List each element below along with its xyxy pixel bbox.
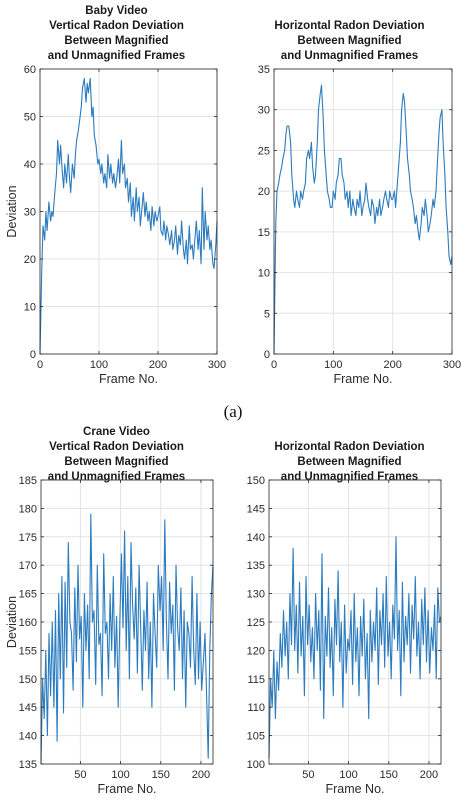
y-tick-label: 105 <box>247 731 265 743</box>
figure-caption: (a) <box>223 402 243 421</box>
x-tick-label: 100 <box>90 359 108 371</box>
series-line <box>268 536 442 759</box>
y-tick-label: 20 <box>24 254 36 266</box>
chart-title: Horizontal Radon Deviation Between Magni… <box>233 19 466 64</box>
series-line <box>39 77 218 355</box>
y-tick-label: 140 <box>19 731 37 743</box>
y-tick-label: 145 <box>247 503 265 515</box>
x-tick-label: 50 <box>74 769 86 781</box>
x-axis-label: Frame No. <box>97 782 156 796</box>
x-tick-label: 150 <box>380 769 398 781</box>
y-axis-label: Deviation <box>5 596 19 648</box>
x-tick-label: 0 <box>37 359 43 371</box>
chart-title-line: Between Magnified <box>64 35 169 47</box>
y-tick-label: 120 <box>247 645 265 657</box>
y-tick-label: 145 <box>19 702 37 714</box>
y-tick-label: 35 <box>258 64 270 76</box>
y-tick-label: 115 <box>247 674 265 686</box>
baby-horizontal-chart: Horizontal Radon Deviation Between Magni… <box>233 0 466 400</box>
y-tick-label: 185 <box>19 475 37 487</box>
chart-title-line: Between Magnified <box>297 456 402 468</box>
chart-title: Crane Video Vertical Radon Deviation Bet… <box>0 425 233 485</box>
plot-frame <box>273 68 453 355</box>
x-tick-label: 100 <box>111 769 129 781</box>
y-tick-label: 10 <box>258 268 270 280</box>
x-tick-label: 200 <box>420 769 438 781</box>
chart-title-line: Baby Video <box>85 5 148 17</box>
x-tick-label: 300 <box>208 359 226 371</box>
x-axis-label: Frame No. <box>333 372 392 386</box>
y-tick-label: 155 <box>19 645 37 657</box>
y-tick-label: 150 <box>19 674 37 686</box>
y-tick-label: 160 <box>19 617 37 629</box>
y-tick-label: 5 <box>264 308 270 320</box>
chart-title-line: Vertical Radon Deviation <box>49 20 184 32</box>
series-line <box>273 84 453 355</box>
y-tick-label: 100 <box>247 759 265 771</box>
chart-title: Baby Video Vertical Radon Deviation Betw… <box>0 4 233 64</box>
y-tick-label: 60 <box>24 64 36 76</box>
y-tick-label: 30 <box>24 207 36 219</box>
chart-title-line: Between Magnified <box>297 35 402 47</box>
y-tick-label: 180 <box>19 503 37 515</box>
y-tick-label: 20 <box>258 186 270 198</box>
baby-vertical-chart: Baby Video Vertical Radon Deviation Betw… <box>0 0 233 400</box>
x-tick-label: 200 <box>149 359 167 371</box>
y-tick-label: 50 <box>24 112 36 124</box>
y-axis-label: Deviation <box>5 185 19 237</box>
x-axis-label: Frame No. <box>99 372 158 386</box>
y-tick-label: 110 <box>247 702 265 714</box>
y-tick-label: 165 <box>19 589 37 601</box>
x-tick-label: 100 <box>324 359 342 371</box>
y-tick-label: 10 <box>24 302 36 314</box>
chart-title-line: Vertical Radon Deviation <box>49 441 184 453</box>
y-tick-label: 15 <box>258 227 270 239</box>
y-tick-label: 175 <box>19 532 37 544</box>
chart-svg: 0 100 200 300 0 10 20 30 40 50 60 Frame No. Deviatio… <box>5 64 226 386</box>
chart-svg: 50 100 150 200 135 140 145 150 155 160 165 170 175 18… <box>5 475 214 796</box>
crane-vertical-chart: Crane Video Vertical Radon Deviation Bet… <box>0 420 233 801</box>
chart-title-line: and Unmagnified Frames <box>280 50 419 62</box>
y-tick-label: 135 <box>247 560 265 572</box>
y-tick-label: 170 <box>19 560 37 572</box>
y-tick-label: 135 <box>19 759 37 771</box>
series-line <box>40 513 214 765</box>
chart-title-line: Horizontal Radon Deviation <box>274 441 425 453</box>
chart-title-line: Horizontal Radon Deviation <box>274 20 425 32</box>
x-tick-label: 150 <box>152 769 170 781</box>
chart-title-line: Crane Video <box>83 426 150 438</box>
y-tick-label: 150 <box>247 475 265 487</box>
y-tick-label: 40 <box>24 159 36 171</box>
y-tick-label: 140 <box>247 532 265 544</box>
chart-title-line: Between Magnified <box>64 456 169 468</box>
x-tick-label: 200 <box>383 359 401 371</box>
y-tick-label: 30 <box>258 105 270 117</box>
x-tick-label: 0 <box>271 359 277 371</box>
chart-svg: 0 100 200 300 0 5 10 15 20 25 30 35 Frame No. <box>258 64 461 386</box>
y-tick-label: 25 <box>258 145 270 157</box>
x-tick-label: 200 <box>192 769 210 781</box>
x-tick-label: 50 <box>302 769 314 781</box>
y-tick-label: 0 <box>264 349 270 361</box>
chart-title-line: and Unmagnified Frames <box>47 50 186 62</box>
chart-svg: 50 100 150 200 100 105 110 115 120 125 130 135 140 14… <box>247 475 442 796</box>
y-tick-label: 125 <box>247 617 265 629</box>
y-tick-label: 0 <box>30 349 36 361</box>
y-tick-label: 130 <box>247 589 265 601</box>
x-tick-label: 300 <box>443 359 461 371</box>
crane-horizontal-chart: Horizontal Radon Deviation Between Magni… <box>233 420 466 801</box>
x-axis-label: Frame No. <box>325 782 384 796</box>
x-tick-label: 100 <box>339 769 357 781</box>
